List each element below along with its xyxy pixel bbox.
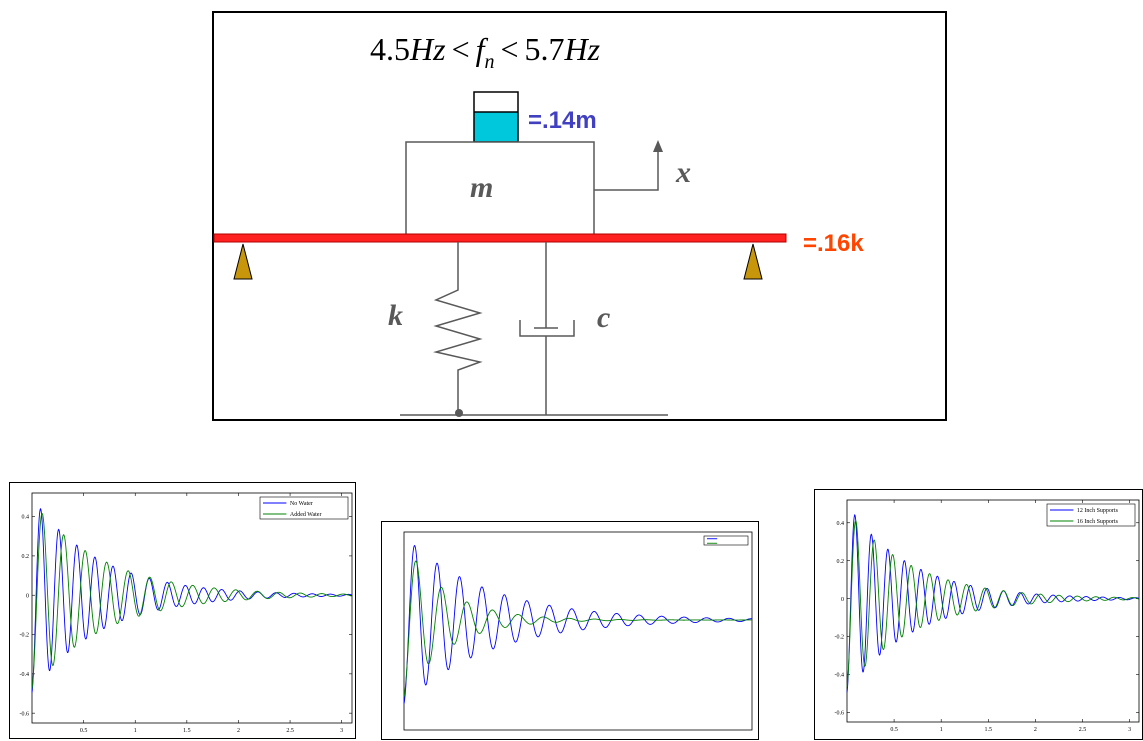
legend-label: 16 Inch Supports [1077,519,1119,525]
y-tick-label: -0.6 [20,711,30,717]
x-tick-label: 1.5 [183,728,191,734]
displacement-label: x [675,156,691,189]
spring-label: k [388,299,403,332]
displacement-arrow [594,140,663,191]
x-tick-label: 0.5 [890,727,898,733]
x-tick-label: 1.5 [985,727,993,733]
plot-legend [1046,503,1136,527]
legend-label: Added Water [290,512,322,518]
plot-legend [703,535,749,546]
y-tick-label: -0.6 [835,711,845,717]
series-line-2 [31,512,353,689]
frequency-range-formula: 4.5Hz < fn <5.7Hz [370,31,601,73]
vibration-diagram: 4.5Hz < fn <5.7Hz =.14m m x =.16k k c [212,11,947,421]
plot-axes [31,492,353,724]
x-tick-label: 2.5 [286,728,294,734]
series-line-1 [403,545,753,704]
y-tick-label: 0.4 [22,515,30,521]
water-fill [474,112,518,142]
x-tick-label: 2.5 [1079,727,1087,733]
y-tick-label: 0 [841,597,844,603]
spring [433,242,483,412]
y-tick-label: 0 [26,593,29,599]
left-support [233,243,253,280]
x-tick-label: 0.5 [80,728,88,734]
x-tick-label: 2 [237,728,240,734]
plot-legend [259,496,349,520]
series-line-1 [846,513,1140,693]
x-tick-label: 3 [340,728,343,734]
plot-axes [846,499,1140,723]
y-tick-label: -0.2 [835,635,845,641]
y-tick-label: 0.4 [837,521,845,527]
y-tick-label: -0.4 [835,673,845,679]
plot-axes [403,531,753,731]
legend-label: No Water [290,501,313,507]
x-tick-label: 1 [940,727,943,733]
plot-support-comparison: 0.5 1 1.5 2 2.5 3 -0.6 -0.4 -0.2 0 0.2 0.4 12 Inch S… [814,489,1143,740]
plot-damping-comparison-svg [403,531,753,731]
water-mass-label: =.14m [528,107,597,134]
y-tick-label: -0.4 [20,672,30,678]
series-line-1 [31,507,353,693]
y-tick-label: 0.2 [22,554,30,560]
plot-support-comparison-svg: 0.5 1 1.5 2 2.5 3 -0.6 -0.4 -0.2 0 0.2 0.4 12 Inch S… [835,499,1140,733]
mass-block [405,141,595,237]
plot-water-comparison: 0.5 1 1.5 2 2.5 3 -0.6 -0.4 -0.2 0 0.2 0.4 No Water A… [9,482,356,739]
series-line-2 [403,560,752,698]
x-tick-label: 3 [1128,727,1131,733]
plot-damping-comparison [381,521,759,740]
y-tick-label: -0.2 [20,633,30,639]
damper [519,242,575,415]
beam-stiffness-label: =.16k [803,230,864,257]
mass-label: m [470,171,493,204]
series-line-2 [846,520,1140,688]
y-tick-label: 0.2 [837,559,845,565]
x-tick-label: 1 [134,728,137,734]
water-container [473,91,519,143]
plot-water-comparison-svg: 0.5 1 1.5 2 2.5 3 -0.6 -0.4 -0.2 0 0.2 0.4 No Water A… [20,492,353,734]
beam [213,233,787,243]
right-support [743,243,763,280]
legend-label: 12 Inch Supports [1077,508,1119,514]
damper-label: c [597,301,610,334]
x-tick-label: 2 [1034,727,1037,733]
spring-anchor [455,409,463,417]
